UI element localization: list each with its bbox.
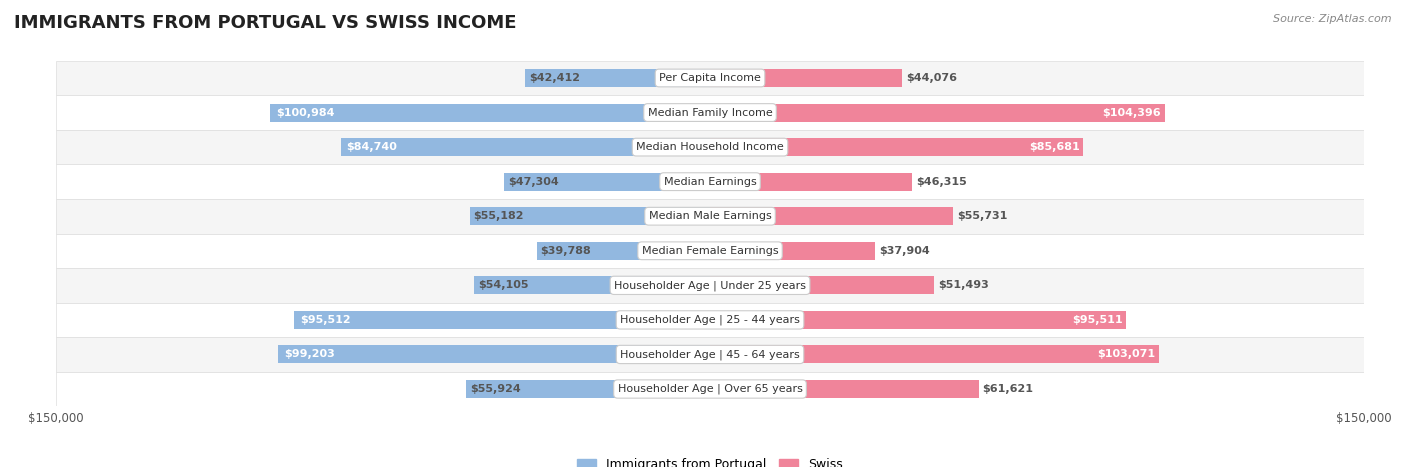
- Text: $47,304: $47,304: [508, 177, 558, 187]
- Text: $61,621: $61,621: [983, 384, 1033, 394]
- Text: Householder Age | 45 - 64 years: Householder Age | 45 - 64 years: [620, 349, 800, 360]
- Text: Per Capita Income: Per Capita Income: [659, 73, 761, 83]
- Text: $95,511: $95,511: [1071, 315, 1122, 325]
- Bar: [710, 380, 979, 398]
- Text: $51,493: $51,493: [938, 280, 990, 290]
- Text: Median Household Income: Median Household Income: [636, 142, 785, 152]
- Bar: [537, 242, 710, 260]
- Bar: [56, 199, 1364, 234]
- Text: IMMIGRANTS FROM PORTUGAL VS SWISS INCOME: IMMIGRANTS FROM PORTUGAL VS SWISS INCOME: [14, 14, 516, 32]
- Bar: [710, 173, 912, 191]
- Text: $55,182: $55,182: [474, 211, 524, 221]
- Bar: [470, 207, 710, 225]
- Text: $42,412: $42,412: [529, 73, 581, 83]
- Text: Source: ZipAtlas.com: Source: ZipAtlas.com: [1274, 14, 1392, 24]
- Bar: [56, 164, 1364, 199]
- Bar: [270, 104, 710, 121]
- Bar: [56, 95, 1364, 130]
- Bar: [340, 138, 710, 156]
- Bar: [56, 337, 1364, 372]
- Text: $103,071: $103,071: [1097, 349, 1156, 360]
- Text: $37,904: $37,904: [879, 246, 929, 256]
- Text: Householder Age | 25 - 44 years: Householder Age | 25 - 44 years: [620, 315, 800, 325]
- Bar: [503, 173, 710, 191]
- Text: $99,203: $99,203: [284, 349, 335, 360]
- Text: $95,512: $95,512: [299, 315, 350, 325]
- Bar: [710, 311, 1126, 329]
- Text: $39,788: $39,788: [540, 246, 592, 256]
- Text: Median Male Earnings: Median Male Earnings: [648, 211, 772, 221]
- Bar: [467, 380, 710, 398]
- Bar: [710, 138, 1084, 156]
- Bar: [710, 242, 876, 260]
- Text: $100,984: $100,984: [277, 107, 335, 118]
- Legend: Immigrants from Portugal, Swiss: Immigrants from Portugal, Swiss: [572, 453, 848, 467]
- Bar: [474, 276, 710, 294]
- Bar: [710, 69, 903, 87]
- Text: $54,105: $54,105: [478, 280, 529, 290]
- Bar: [277, 346, 710, 363]
- Bar: [526, 69, 710, 87]
- Text: $85,681: $85,681: [1029, 142, 1080, 152]
- Bar: [56, 268, 1364, 303]
- Text: Median Earnings: Median Earnings: [664, 177, 756, 187]
- Text: $104,396: $104,396: [1102, 107, 1161, 118]
- Text: Median Family Income: Median Family Income: [648, 107, 772, 118]
- Text: $55,924: $55,924: [470, 384, 522, 394]
- Text: Householder Age | Under 25 years: Householder Age | Under 25 years: [614, 280, 806, 290]
- Bar: [710, 276, 935, 294]
- Bar: [294, 311, 710, 329]
- Text: $55,731: $55,731: [957, 211, 1007, 221]
- Bar: [710, 346, 1160, 363]
- Bar: [710, 104, 1166, 121]
- Bar: [56, 303, 1364, 337]
- Bar: [710, 207, 953, 225]
- Text: $46,315: $46,315: [915, 177, 966, 187]
- Text: $44,076: $44,076: [905, 73, 957, 83]
- Bar: [56, 372, 1364, 406]
- Bar: [56, 130, 1364, 164]
- Bar: [56, 61, 1364, 95]
- Text: $84,740: $84,740: [346, 142, 396, 152]
- Bar: [56, 234, 1364, 268]
- Text: Median Female Earnings: Median Female Earnings: [641, 246, 779, 256]
- Text: Householder Age | Over 65 years: Householder Age | Over 65 years: [617, 384, 803, 394]
